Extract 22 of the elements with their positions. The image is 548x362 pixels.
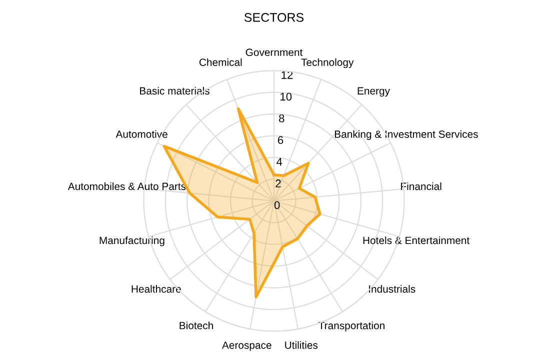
y-tick-label: 2 [276,180,281,188]
spoke-label: Banking & Investment Services [334,130,478,140]
y-tick-label: 6 [278,136,284,144]
spoke-label: Aerospace [222,342,272,351]
spoke-label: Financial [401,182,442,190]
y-tick-label: 0 [274,201,280,210]
spoke-label: Transportation [318,322,384,332]
spoke-label: Automotive [116,130,168,138]
spoke-label: Government [246,48,303,56]
y-tick-label: 4 [276,158,282,166]
spoke-label: Industrials [369,285,416,293]
y-tick-label: 10 [280,92,292,101]
spoke-label: Technology [301,58,354,68]
spoke-label: Healthcare [132,285,181,293]
spoke-label: Biotech [180,322,213,330]
spoke-label: Utilities [285,341,318,349]
spoke-label: Energy [358,87,390,97]
spoke-label: Basic materials [140,86,210,95]
y-tick-label: 8 [279,114,284,122]
chart-title: SECTORS [244,13,304,22]
spoke-label: Manufacturing [100,236,164,246]
spoke-label: Chemical [199,58,242,66]
